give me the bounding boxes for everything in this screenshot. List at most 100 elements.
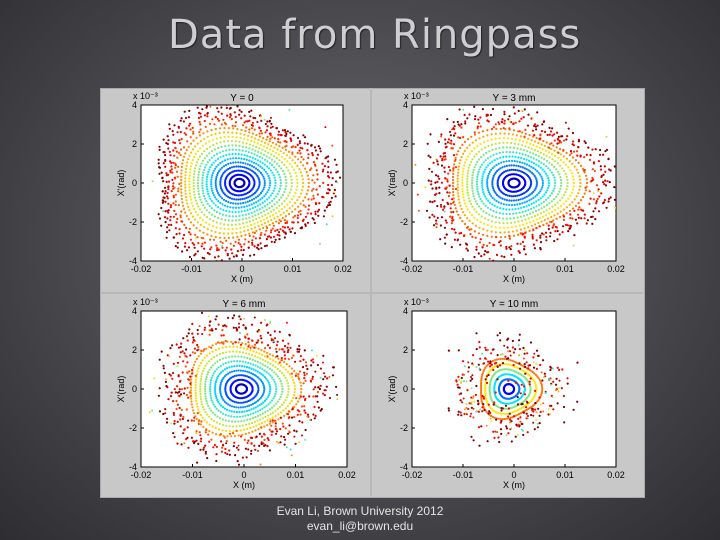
orbit-point [565, 151, 568, 154]
orbit-point [197, 355, 200, 358]
orbit-point [482, 202, 485, 205]
orbit-point [189, 386, 193, 389]
orbit-point [232, 350, 235, 353]
orbit-point [237, 238, 241, 241]
exponent-label: x 10⁻³ [133, 91, 158, 101]
orbit-point [608, 181, 611, 184]
orbit-point [540, 393, 543, 396]
orbit-point [191, 322, 194, 325]
orbit-point [486, 229, 489, 232]
orbit-point [255, 173, 258, 176]
orbit-point [303, 409, 306, 412]
orbit-point [483, 170, 486, 173]
orbit-point [477, 205, 481, 208]
orbit-point [240, 110, 243, 113]
orbit-point [533, 247, 536, 250]
orbit-point [456, 189, 459, 192]
orbit-point [248, 404, 251, 407]
orbit-point [203, 206, 206, 209]
orbit-point [204, 378, 208, 381]
orbit-point [204, 411, 207, 414]
orbit-point [241, 145, 244, 148]
orbit-point [172, 236, 175, 239]
orbit-point [190, 400, 193, 403]
orbit-point [297, 210, 300, 213]
orbit-point [191, 332, 194, 335]
orbit-point [552, 223, 556, 226]
orbit-point [196, 150, 199, 153]
orbit-point [299, 192, 303, 195]
orbit-point [539, 241, 543, 244]
orbit-point [211, 225, 214, 228]
orbit-point [228, 425, 231, 428]
orbit-point [235, 169, 238, 172]
orbit-point [480, 425, 483, 428]
orbit-point [184, 167, 188, 170]
orbit-point [452, 134, 456, 137]
orbit-point [199, 385, 202, 388]
orbit-point [542, 200, 545, 203]
orbit-point [266, 172, 269, 175]
orbit-point [545, 235, 548, 239]
orbit-point [562, 218, 565, 221]
orbit-point [241, 165, 244, 169]
orbit-point [241, 365, 244, 368]
orbit-point [523, 385, 526, 388]
stray-point [331, 144, 334, 147]
orbit-point [259, 396, 262, 399]
orbit-point [487, 403, 490, 406]
orbit-point [252, 412, 255, 415]
orbit-point [542, 210, 545, 213]
orbit-point [237, 165, 240, 168]
orbit-point [218, 212, 221, 215]
orbit-point [506, 407, 509, 410]
orbit-point [225, 239, 228, 242]
orbit-point [598, 210, 601, 213]
orbit-point [213, 419, 216, 422]
orbit-point [232, 157, 235, 160]
orbit-point [482, 243, 485, 246]
orbit-point [334, 195, 337, 198]
orbit-point [290, 181, 293, 185]
orbit-point [492, 348, 495, 351]
orbit-point [284, 215, 287, 218]
orbit-point [447, 172, 450, 175]
orbit-point [220, 371, 223, 374]
orbit-point [289, 230, 292, 233]
orbit-point [590, 215, 593, 219]
orbit-point [256, 188, 259, 192]
orbit-point [528, 204, 531, 207]
orbit-point [521, 233, 524, 236]
orbit-point [310, 198, 313, 201]
stray-point [470, 412, 473, 415]
orbit-point [259, 129, 262, 132]
orbit-point [602, 173, 605, 176]
orbit-point [553, 176, 556, 179]
orbit-point [222, 165, 226, 168]
orbit-point [534, 187, 537, 190]
orbit-point [518, 339, 521, 342]
orbit-point [278, 234, 281, 237]
orbit-point [499, 412, 502, 415]
orbit-point [196, 142, 199, 145]
orbit-point [480, 396, 483, 399]
orbit-point [573, 165, 576, 168]
orbit-point [257, 428, 260, 431]
orbit-point [302, 164, 305, 167]
orbit-point [235, 401, 238, 404]
orbit-point [197, 116, 200, 120]
orbit-point [251, 239, 254, 242]
orbit-point [562, 202, 565, 205]
orbit-point [254, 157, 257, 161]
orbit-point [489, 201, 492, 204]
orbit-point [229, 206, 232, 209]
orbit-point [176, 241, 179, 244]
orbit-point [460, 414, 463, 417]
orbit-point [312, 395, 315, 398]
orbit-point [237, 341, 240, 344]
orbit-point [556, 142, 559, 145]
orbit-point [499, 196, 502, 199]
x-tick-label: 0.02 [334, 264, 352, 274]
orbit-point [269, 374, 272, 377]
orbit-point [551, 158, 554, 161]
